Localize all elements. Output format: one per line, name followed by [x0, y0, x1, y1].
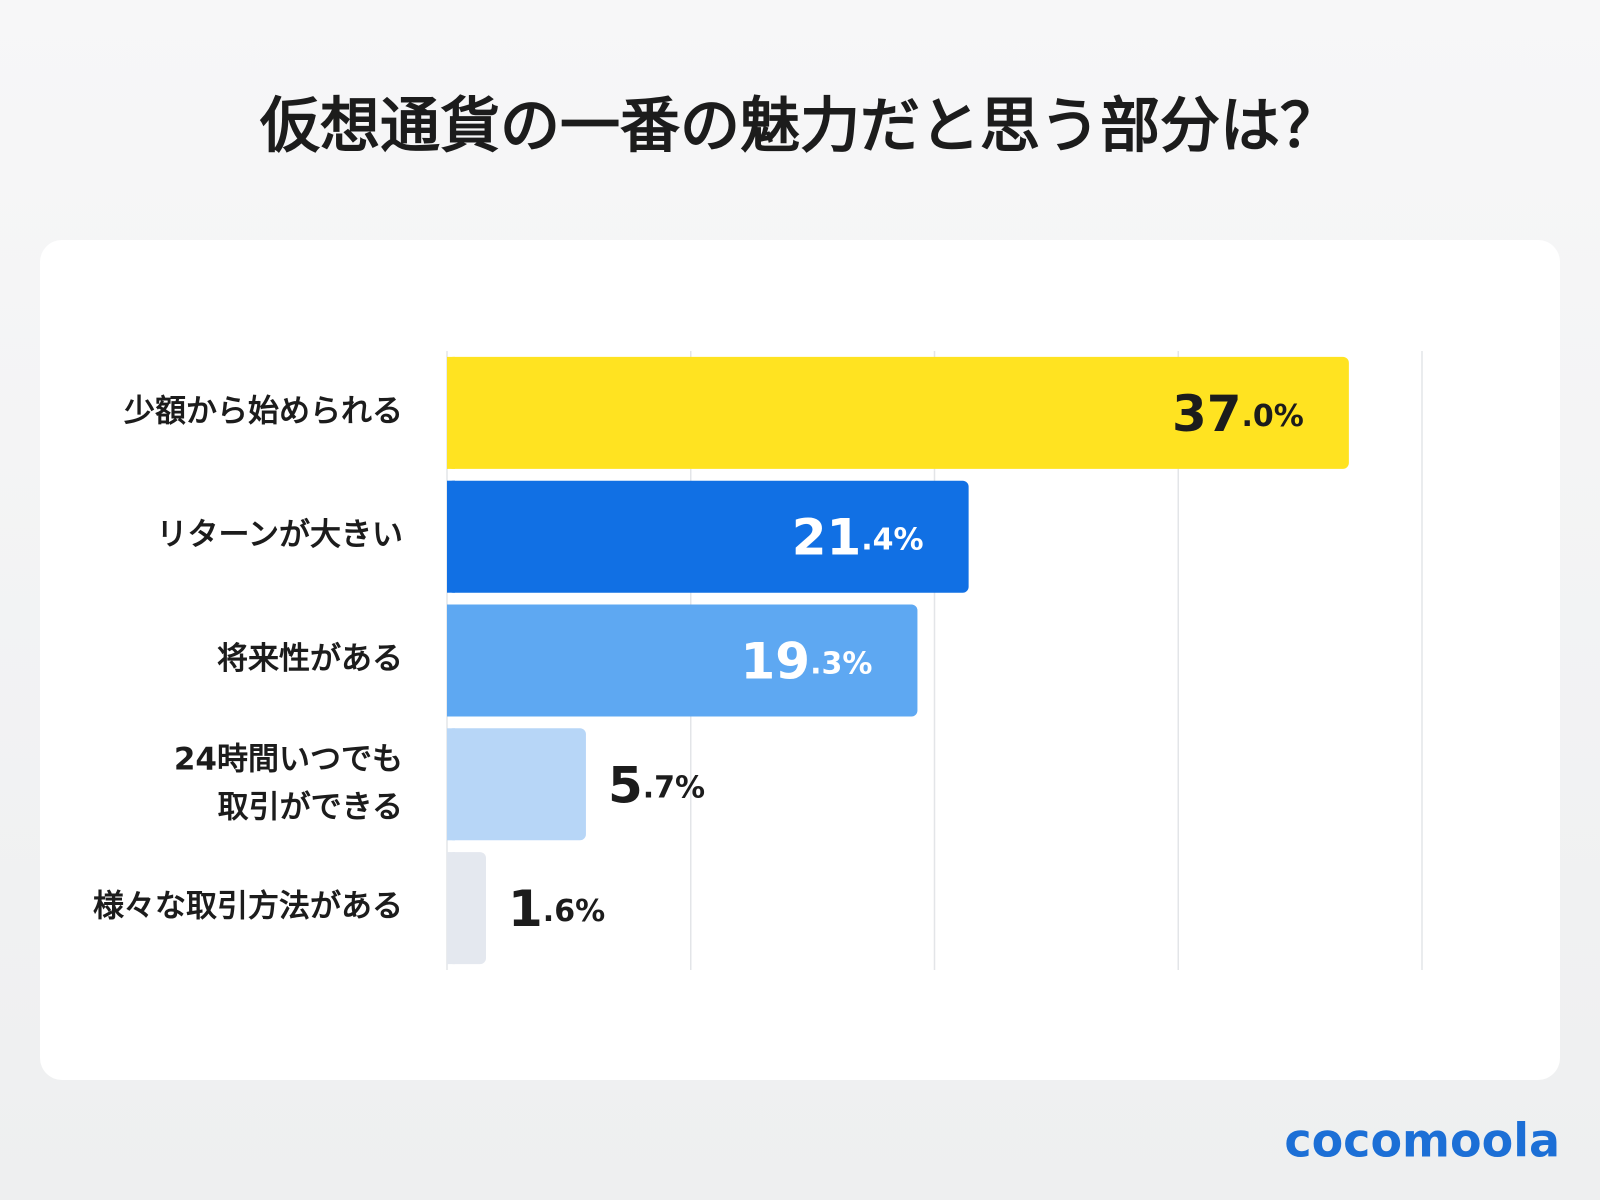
bar-left-edge	[447, 728, 455, 841]
value-label-fraction: .6%	[543, 894, 605, 929]
y-tick-label-line: 24時間いつでも	[174, 741, 403, 777]
y-tick-label: リターンが大きい	[157, 517, 403, 553]
value-label-fraction: .7%	[643, 770, 705, 805]
value-label: 19.3%	[741, 632, 873, 690]
bar	[447, 728, 586, 841]
value-label: 21.4%	[792, 508, 924, 566]
y-tick-label: 24時間いつでも取引ができる	[174, 741, 403, 825]
bar	[447, 852, 486, 965]
value-label: 5.7%	[608, 756, 705, 814]
value-label-fraction: .3%	[810, 646, 872, 681]
bar	[447, 356, 1349, 469]
value-label-fraction: .4%	[861, 522, 923, 557]
y-tick-label: 少額から始められる	[124, 393, 403, 429]
value-label-integer: 5	[608, 756, 643, 814]
y-tick-label: 将来性がある	[217, 641, 403, 677]
bar-left-edge	[447, 480, 455, 593]
bar-left-edge	[447, 604, 455, 717]
y-tick-label-line: 取引ができる	[218, 789, 403, 825]
bar	[447, 604, 918, 717]
value-label-integer: 1	[508, 880, 543, 938]
bar-left-edge	[447, 852, 455, 965]
logo: cocomoola	[1284, 1114, 1560, 1168]
value-label-integer: 19	[741, 632, 811, 690]
bar-left-edge	[447, 356, 455, 469]
chart-title: 仮想通貨の一番の魅力だと思う部分は？	[259, 92, 1340, 162]
value-label: 1.6%	[508, 880, 605, 938]
bar	[447, 480, 969, 593]
value-label: 37.0%	[1172, 384, 1304, 442]
value-label-fraction: .0%	[1242, 398, 1304, 433]
value-label-integer: 21	[792, 508, 862, 566]
y-tick-label: 様々な取引方法がある	[93, 889, 403, 925]
value-label-integer: 37	[1172, 384, 1242, 442]
